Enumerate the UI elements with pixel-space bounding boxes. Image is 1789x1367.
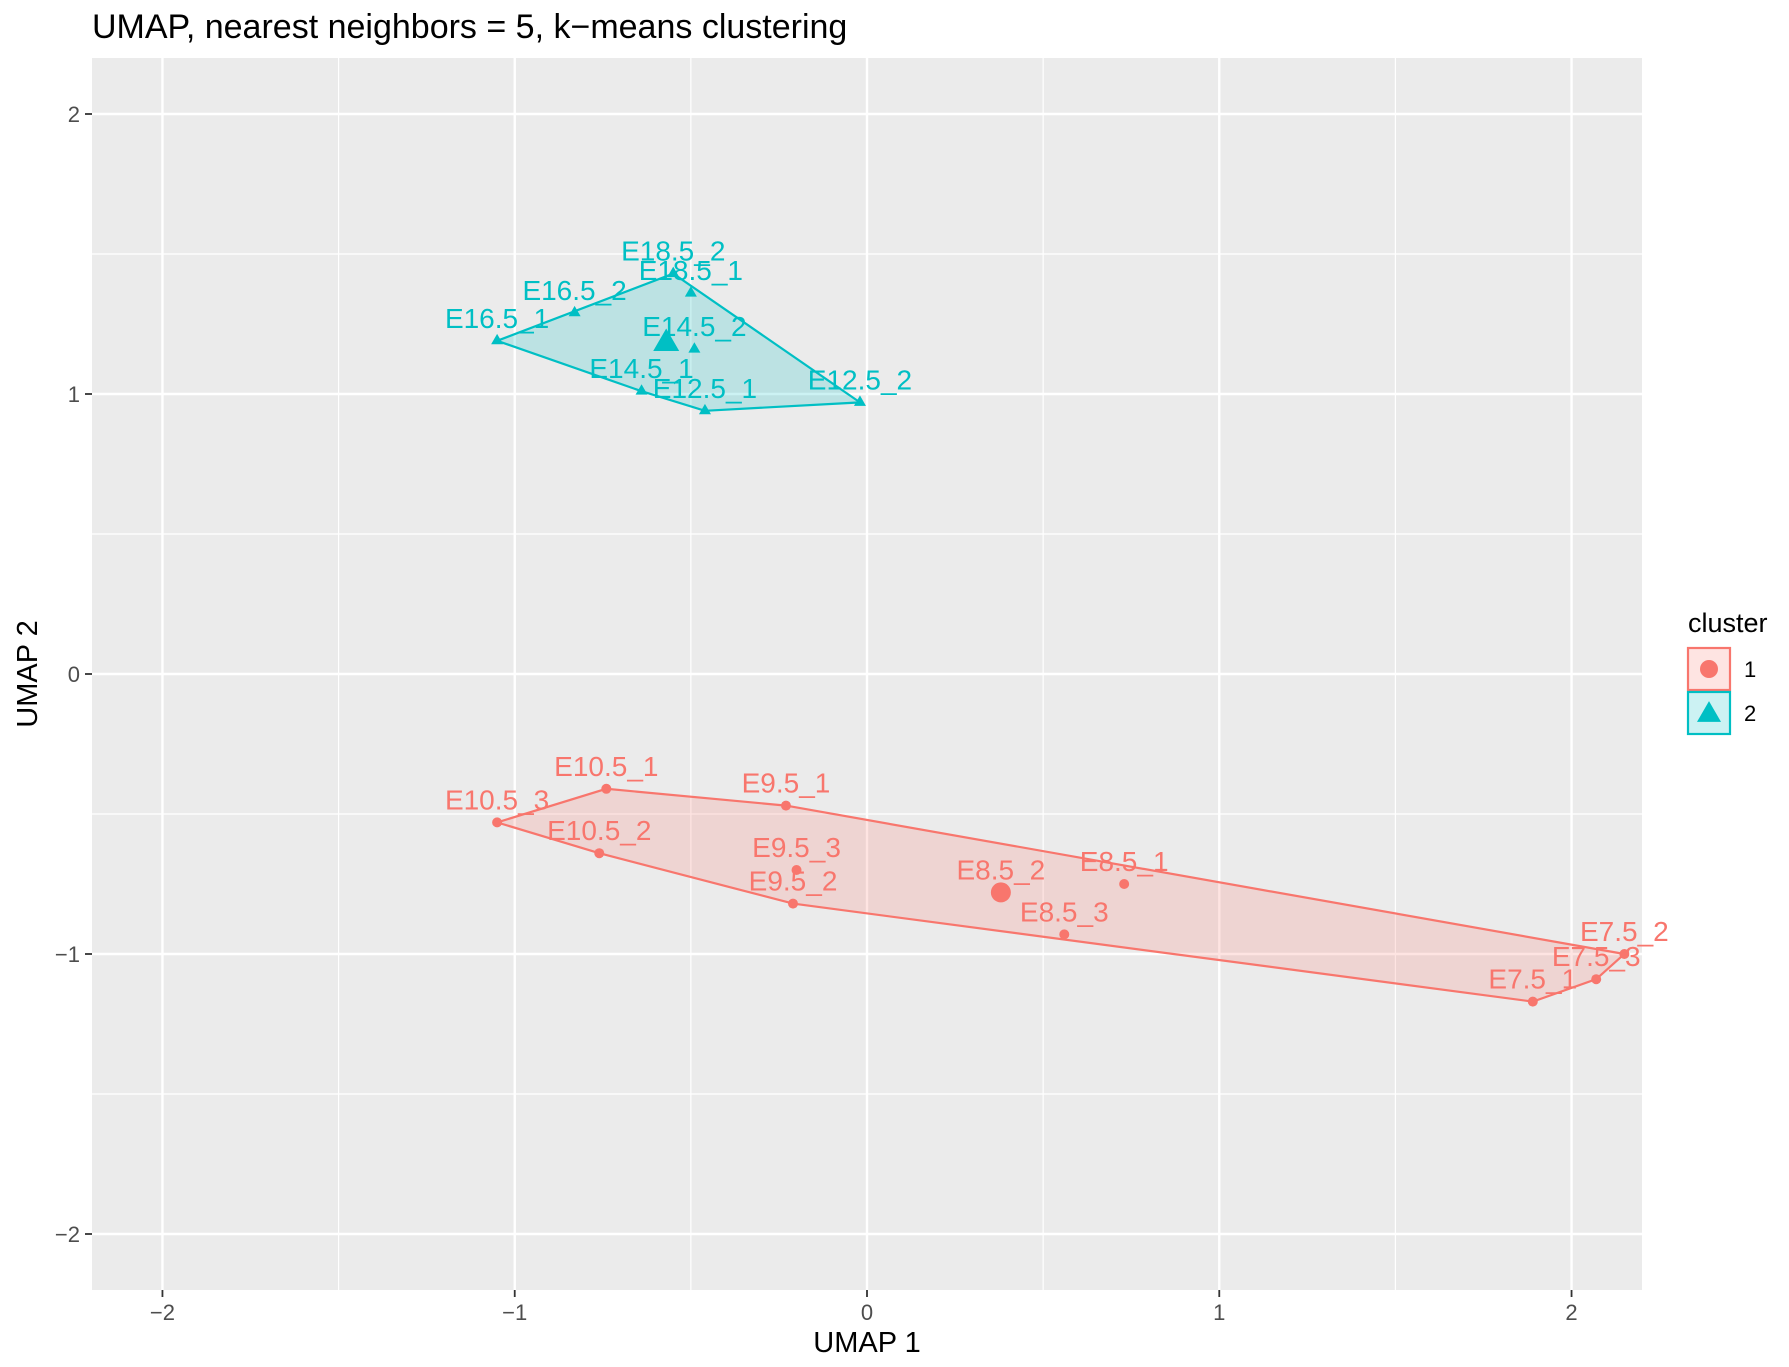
point-label-E8.5_1: E8.5_1 [1080,846,1169,877]
point-label-E18.5_2: E18.5_2 [621,236,725,267]
cluster-1-centroid [990,882,1011,903]
point-E10.5_1 [601,783,612,794]
y-tick-label: 0 [68,662,80,687]
point-E16.5_1 [491,333,504,345]
x-tick-label: 1 [1213,1300,1225,1325]
point-E9.5_2 [788,898,799,909]
point-label-E9.5_3: E9.5_3 [752,832,841,863]
x-tick-label: 0 [861,1300,873,1325]
legend-title: cluster [1688,608,1768,638]
x-tick-label: 2 [1565,1300,1577,1325]
point-label-E9.5_1: E9.5_1 [742,768,831,799]
point-label-E10.5_1: E10.5_1 [554,751,658,782]
point-E10.5_2 [594,848,605,859]
y-tick-label: 1 [68,382,80,407]
point-label-E10.5_3: E10.5_3 [445,784,549,815]
point-E7.5_1 [1527,996,1538,1007]
point-E18.5_1 [684,286,697,297]
legend: cluster 12 [1686,608,1768,736]
point-label-E7.5_2: E7.5_2 [1580,916,1669,947]
point-E12.5_1 [698,403,711,415]
point-E10.5_3 [492,817,503,828]
legend-label-2: 2 [1744,701,1756,726]
y-axis-title: UMAP 2 [12,620,44,727]
y-tick-label: −2 [55,1222,80,1247]
point-E18.5_2 [667,266,680,278]
legend-key-symbol [1697,701,1721,722]
point-E7.5_3 [1591,974,1602,985]
point-label-E7.5_3: E7.5_3 [1552,941,1641,972]
x-axis-title: UMAP 1 [813,1327,920,1359]
point-label-E12.5_2: E12.5_2 [808,364,912,395]
x-tick-label: −1 [502,1300,527,1325]
point-label-E14.5_1: E14.5_1 [589,353,693,384]
point-E14.5_1 [635,384,648,395]
legend-label-1: 1 [1744,657,1756,682]
point-label-E9.5_2: E9.5_2 [749,866,838,897]
point-E8.5_1 [1119,879,1130,889]
grid-major [92,58,1642,1290]
point-E8.5_3 [1059,929,1070,940]
legend-key-1 [1686,646,1732,692]
point-E12.5_2 [853,395,866,406]
point-label-E14.5_2: E14.5_2 [642,311,746,342]
cluster-hulls [493,272,1627,1003]
y-axis: −2 −1 0 1 2 [55,102,92,1247]
point-label-E16.5_2: E16.5_2 [522,275,626,306]
point-label-E8.5_3: E8.5_3 [1020,896,1109,927]
y-tick-label: 2 [68,102,80,127]
point-E16.5_2 [568,305,581,317]
legend-entries: 12 [1686,646,1756,736]
point-label-E8.5_2: E8.5_2 [956,854,1045,885]
point-label-E18.5_1: E18.5_1 [639,255,743,286]
point-label-E10.5_2: E10.5_2 [547,815,651,846]
point-E9.5_3 [791,865,802,875]
point-label-E7.5_1: E7.5_1 [1488,964,1577,995]
data-points [491,266,1630,1007]
point-label-E16.5_1: E16.5_1 [445,303,549,334]
point-E14.5_2 [688,342,701,353]
point-label-E12.5_1: E12.5_1 [653,373,757,404]
point-E7.5_2 [1619,949,1630,959]
cluster-2-hull [493,272,864,412]
point-E9.5_1 [780,800,791,811]
chart-title: UMAP, nearest neighbors = 5, k−means clu… [92,8,847,46]
x-tick-label: −2 [150,1300,175,1325]
cluster-2-centroid [653,328,680,352]
y-tick-label: −1 [55,942,80,967]
legend-key-symbol [1700,660,1718,678]
x-axis: −2 −1 0 1 2 [150,1290,1578,1325]
